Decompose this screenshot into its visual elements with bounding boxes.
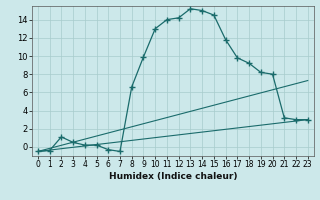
X-axis label: Humidex (Indice chaleur): Humidex (Indice chaleur) xyxy=(108,172,237,181)
